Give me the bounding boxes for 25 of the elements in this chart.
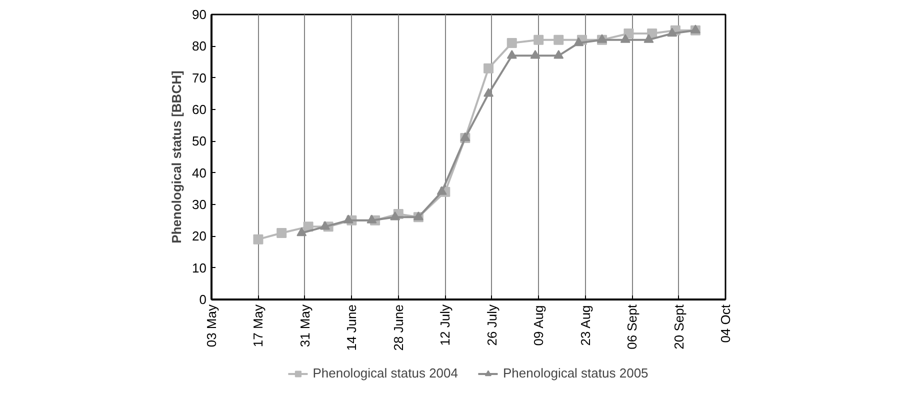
- y-tick-label: 70: [192, 70, 207, 86]
- y-tick-label: 10: [192, 260, 207, 276]
- x-tick-label: 12 July: [438, 304, 453, 346]
- y-tick-label: 0: [199, 292, 207, 307]
- y-tick-label: 20: [192, 228, 207, 244]
- x-tick-label: 09 Aug: [531, 305, 546, 346]
- x-tick-label: 23 Aug: [578, 305, 593, 346]
- x-tick-label: 14 June: [344, 304, 360, 351]
- x-tick-label: 06 Sept: [624, 304, 640, 350]
- y-tick-label: 50: [192, 134, 207, 149]
- x-tick-label: 20 Sept: [671, 304, 686, 350]
- x-tick-label: 31 May: [297, 304, 312, 348]
- y-tick-label: 90: [192, 7, 207, 22]
- legend-label: Phenological status 2005: [503, 366, 648, 380]
- x-tick-label: 26 July: [484, 304, 500, 346]
- y-tick-label: 80: [192, 38, 207, 54]
- y-tick-label: 60: [192, 102, 207, 117]
- x-tick-label: 17 May: [250, 304, 266, 348]
- x-tick-label: 28 June: [390, 304, 406, 351]
- y-tick-label: 40: [192, 165, 207, 180]
- legend-label: Phenological status 2004: [312, 366, 458, 380]
- y-tick-label: 30: [192, 197, 207, 212]
- x-tick-label: 03 May: [204, 304, 219, 348]
- x-tick-label: 04 Oct: [718, 304, 733, 343]
- y-axis-title: Phenological status [BBCH]: [169, 70, 184, 244]
